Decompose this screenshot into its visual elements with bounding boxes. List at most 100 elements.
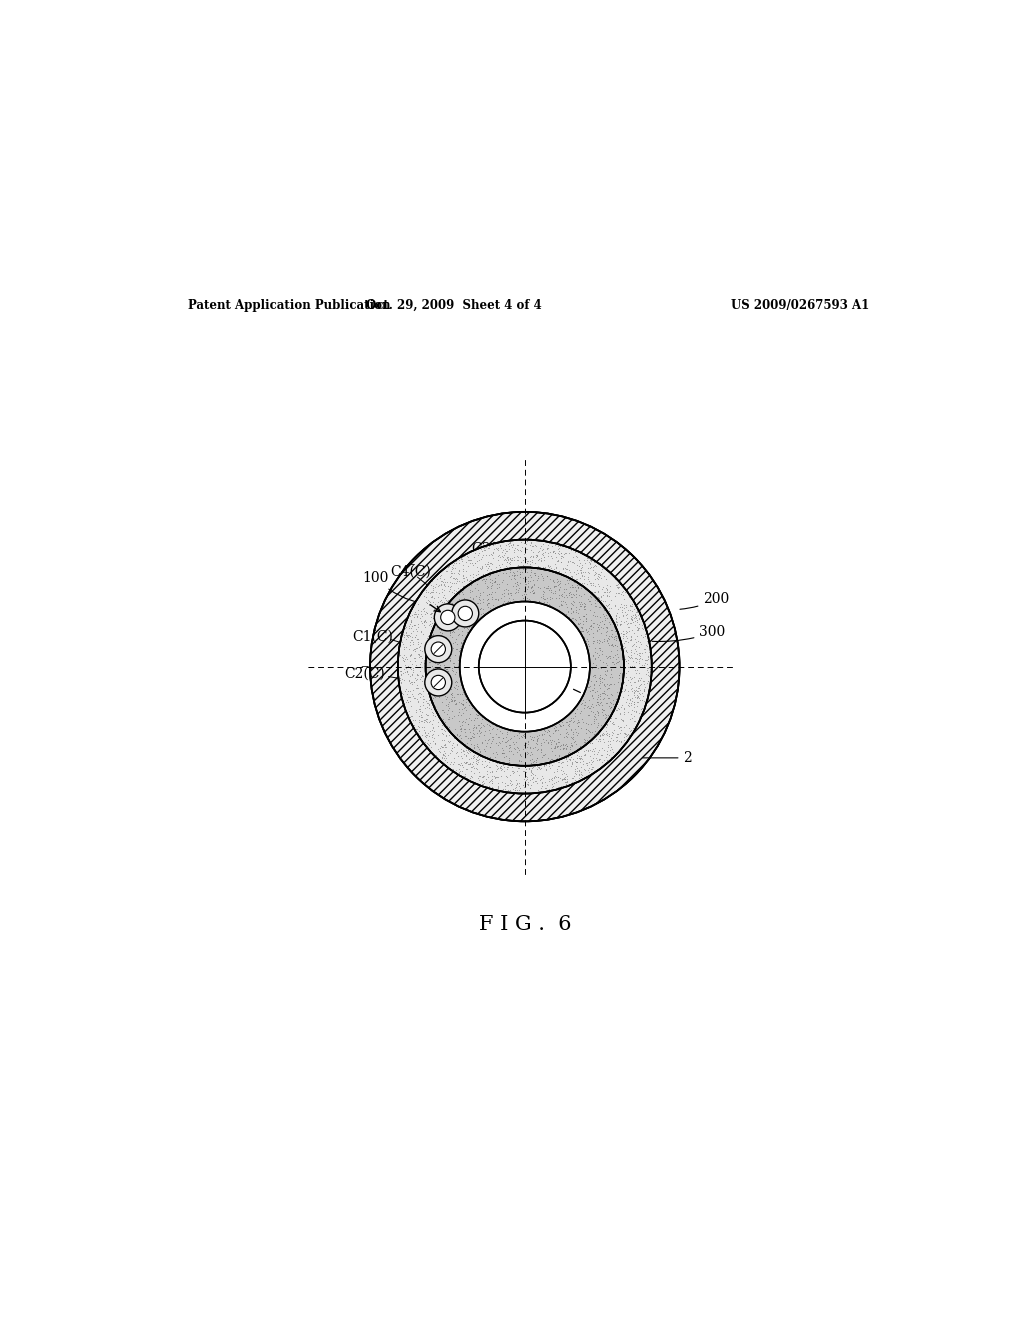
Point [410, 715, 426, 737]
Point [571, 568, 588, 589]
Point [601, 726, 617, 747]
Point [395, 669, 412, 690]
Point [436, 657, 453, 678]
Point [636, 618, 652, 639]
Point [407, 626, 423, 647]
Point [435, 573, 452, 594]
Point [442, 605, 459, 626]
Point [434, 647, 451, 668]
Point [428, 573, 444, 594]
Point [427, 663, 443, 684]
Point [499, 752, 515, 774]
Point [472, 746, 488, 767]
Point [446, 644, 463, 665]
Point [495, 553, 511, 574]
Point [614, 709, 631, 730]
Point [558, 722, 574, 743]
Point [429, 678, 445, 700]
Point [627, 686, 643, 708]
Point [523, 549, 540, 570]
Point [512, 564, 528, 585]
Point [604, 722, 621, 743]
Point [522, 550, 539, 572]
Point [438, 661, 455, 682]
Point [495, 727, 511, 748]
Point [567, 614, 584, 635]
Point [478, 603, 495, 624]
Point [557, 771, 573, 792]
Point [606, 656, 623, 677]
Point [583, 549, 599, 570]
Point [506, 546, 522, 568]
Point [464, 612, 480, 634]
Point [573, 618, 590, 639]
Point [488, 767, 505, 788]
Point [543, 768, 559, 789]
Point [449, 568, 465, 589]
Point [410, 616, 426, 638]
Point [471, 598, 487, 619]
Point [480, 593, 497, 614]
Point [431, 686, 447, 708]
Point [426, 638, 442, 659]
Point [418, 635, 434, 656]
Point [550, 766, 566, 787]
Point [401, 645, 418, 667]
Point [537, 541, 553, 562]
Point [516, 581, 532, 602]
Point [616, 578, 633, 599]
Point [601, 678, 617, 700]
Point [453, 636, 469, 657]
Point [472, 741, 488, 762]
Point [478, 565, 495, 586]
Point [550, 543, 566, 564]
Point [508, 557, 524, 578]
Point [465, 752, 481, 774]
Point [451, 698, 467, 719]
Point [514, 549, 530, 570]
Point [447, 743, 464, 764]
Point [518, 590, 535, 611]
Point [401, 615, 418, 636]
Point [553, 585, 569, 606]
Point [459, 570, 475, 591]
Point [434, 722, 451, 743]
Point [469, 564, 485, 585]
Point [550, 562, 566, 583]
Point [450, 672, 466, 693]
Point [486, 561, 503, 582]
Point [587, 593, 603, 614]
Point [443, 611, 460, 632]
Point [433, 573, 450, 594]
Point [440, 717, 457, 738]
Point [426, 678, 442, 700]
Point [459, 733, 475, 754]
Point [583, 615, 599, 636]
Point [587, 681, 603, 702]
Point [413, 645, 429, 667]
Point [444, 738, 461, 759]
Point [479, 577, 496, 598]
Point [606, 626, 623, 647]
Point [616, 623, 633, 644]
Point [437, 717, 454, 738]
Point [553, 593, 569, 614]
Point [414, 706, 430, 727]
Point [606, 744, 623, 766]
Point [604, 741, 621, 762]
Point [606, 635, 623, 656]
Circle shape [397, 540, 651, 793]
Point [476, 772, 493, 793]
Point [453, 718, 469, 739]
Point [624, 595, 640, 616]
Point [471, 714, 487, 735]
Point [430, 665, 446, 686]
Point [477, 556, 494, 577]
Point [412, 669, 428, 690]
Point [532, 777, 549, 799]
Point [481, 565, 498, 586]
Point [558, 587, 574, 609]
Point [597, 652, 613, 673]
Point [441, 566, 458, 587]
Point [594, 738, 610, 759]
